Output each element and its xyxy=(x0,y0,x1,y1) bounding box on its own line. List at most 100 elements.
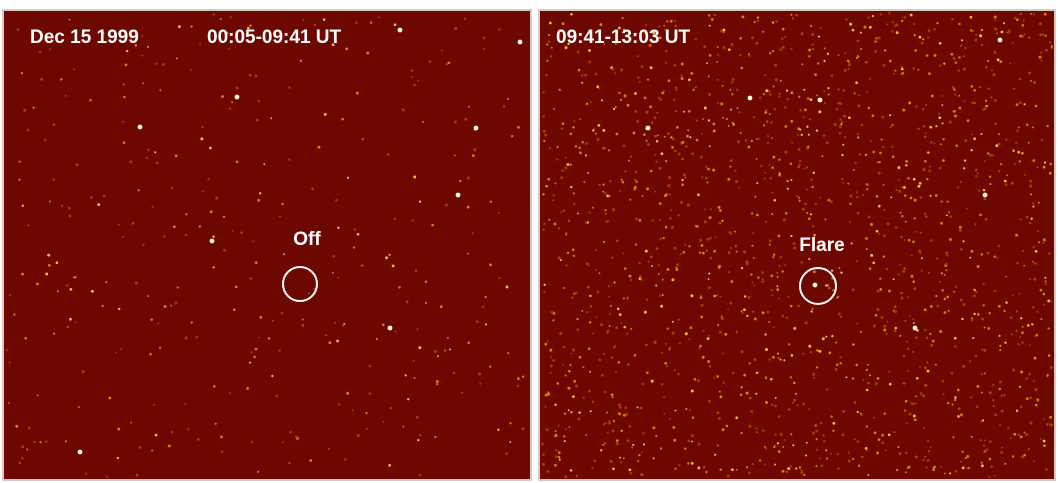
photon xyxy=(255,118,259,122)
photon xyxy=(983,197,987,201)
photon xyxy=(975,34,978,36)
photon xyxy=(983,372,986,375)
photon xyxy=(821,337,825,341)
photon xyxy=(601,146,605,150)
photon xyxy=(839,356,842,359)
photon xyxy=(897,166,901,170)
photon xyxy=(120,348,123,351)
photon xyxy=(708,24,711,27)
photon xyxy=(687,439,691,443)
photon xyxy=(993,255,996,258)
photon xyxy=(60,204,63,208)
photon xyxy=(707,278,710,281)
photon xyxy=(545,73,548,77)
photon xyxy=(758,459,762,462)
photon xyxy=(678,464,681,467)
photon xyxy=(563,440,566,443)
photon xyxy=(507,352,510,355)
photon xyxy=(913,287,917,291)
photon xyxy=(974,38,978,42)
photon xyxy=(569,363,572,367)
photon xyxy=(617,412,621,415)
photon xyxy=(983,160,986,163)
photon xyxy=(738,186,741,189)
photon xyxy=(445,62,449,66)
photon xyxy=(478,372,481,376)
photon xyxy=(307,292,311,295)
photon xyxy=(958,22,961,26)
photon xyxy=(687,129,690,132)
photon xyxy=(864,446,868,450)
photon xyxy=(154,433,158,437)
photon xyxy=(852,343,855,346)
photon xyxy=(64,94,67,97)
photon xyxy=(858,94,861,97)
photon xyxy=(602,443,605,446)
photon xyxy=(867,215,871,219)
photon xyxy=(863,25,867,29)
photon xyxy=(1009,62,1012,65)
photon xyxy=(517,377,520,380)
photon xyxy=(556,158,559,161)
photon xyxy=(844,52,847,55)
photon xyxy=(872,261,875,265)
photon xyxy=(876,161,879,164)
photon xyxy=(644,23,648,27)
photon xyxy=(124,63,128,67)
photon xyxy=(212,385,216,388)
photon xyxy=(912,350,915,354)
photon xyxy=(97,203,101,207)
photon xyxy=(576,317,579,321)
photon xyxy=(38,51,42,54)
photon xyxy=(989,182,992,186)
photon xyxy=(901,186,904,189)
photon xyxy=(774,433,777,436)
photon xyxy=(903,238,906,241)
photon xyxy=(605,422,608,425)
photon xyxy=(962,364,966,368)
photon xyxy=(859,31,862,34)
photon xyxy=(620,68,624,72)
photon xyxy=(786,187,789,190)
photon xyxy=(753,317,757,321)
photon xyxy=(687,109,691,113)
photon xyxy=(563,412,567,415)
photon xyxy=(639,38,643,42)
photon xyxy=(674,409,677,412)
photon xyxy=(683,173,687,177)
photon xyxy=(1019,405,1023,409)
photon xyxy=(918,365,921,368)
photon xyxy=(611,67,615,71)
photon xyxy=(894,69,897,72)
photon xyxy=(158,346,162,349)
photon xyxy=(151,205,154,208)
photon xyxy=(559,259,562,262)
photon xyxy=(235,160,239,164)
photon xyxy=(517,126,520,129)
photon xyxy=(554,430,557,433)
photon xyxy=(987,60,990,63)
photon xyxy=(865,61,868,64)
photon xyxy=(886,23,889,26)
photon xyxy=(784,150,788,154)
photon xyxy=(439,305,443,309)
photon xyxy=(301,318,304,321)
photon xyxy=(552,319,555,322)
photon xyxy=(215,196,219,200)
photon xyxy=(1030,217,1033,220)
photon xyxy=(704,165,708,169)
photon xyxy=(552,194,555,197)
photon xyxy=(643,310,647,314)
photon xyxy=(356,232,360,236)
photon xyxy=(789,162,793,166)
photon xyxy=(1003,309,1006,313)
photon xyxy=(926,369,930,373)
photon xyxy=(804,202,807,206)
photon xyxy=(818,110,822,114)
photon xyxy=(774,404,777,408)
photon xyxy=(311,187,314,191)
photon xyxy=(798,466,802,469)
photon xyxy=(633,186,637,189)
photon xyxy=(413,376,416,379)
photon xyxy=(817,62,820,65)
